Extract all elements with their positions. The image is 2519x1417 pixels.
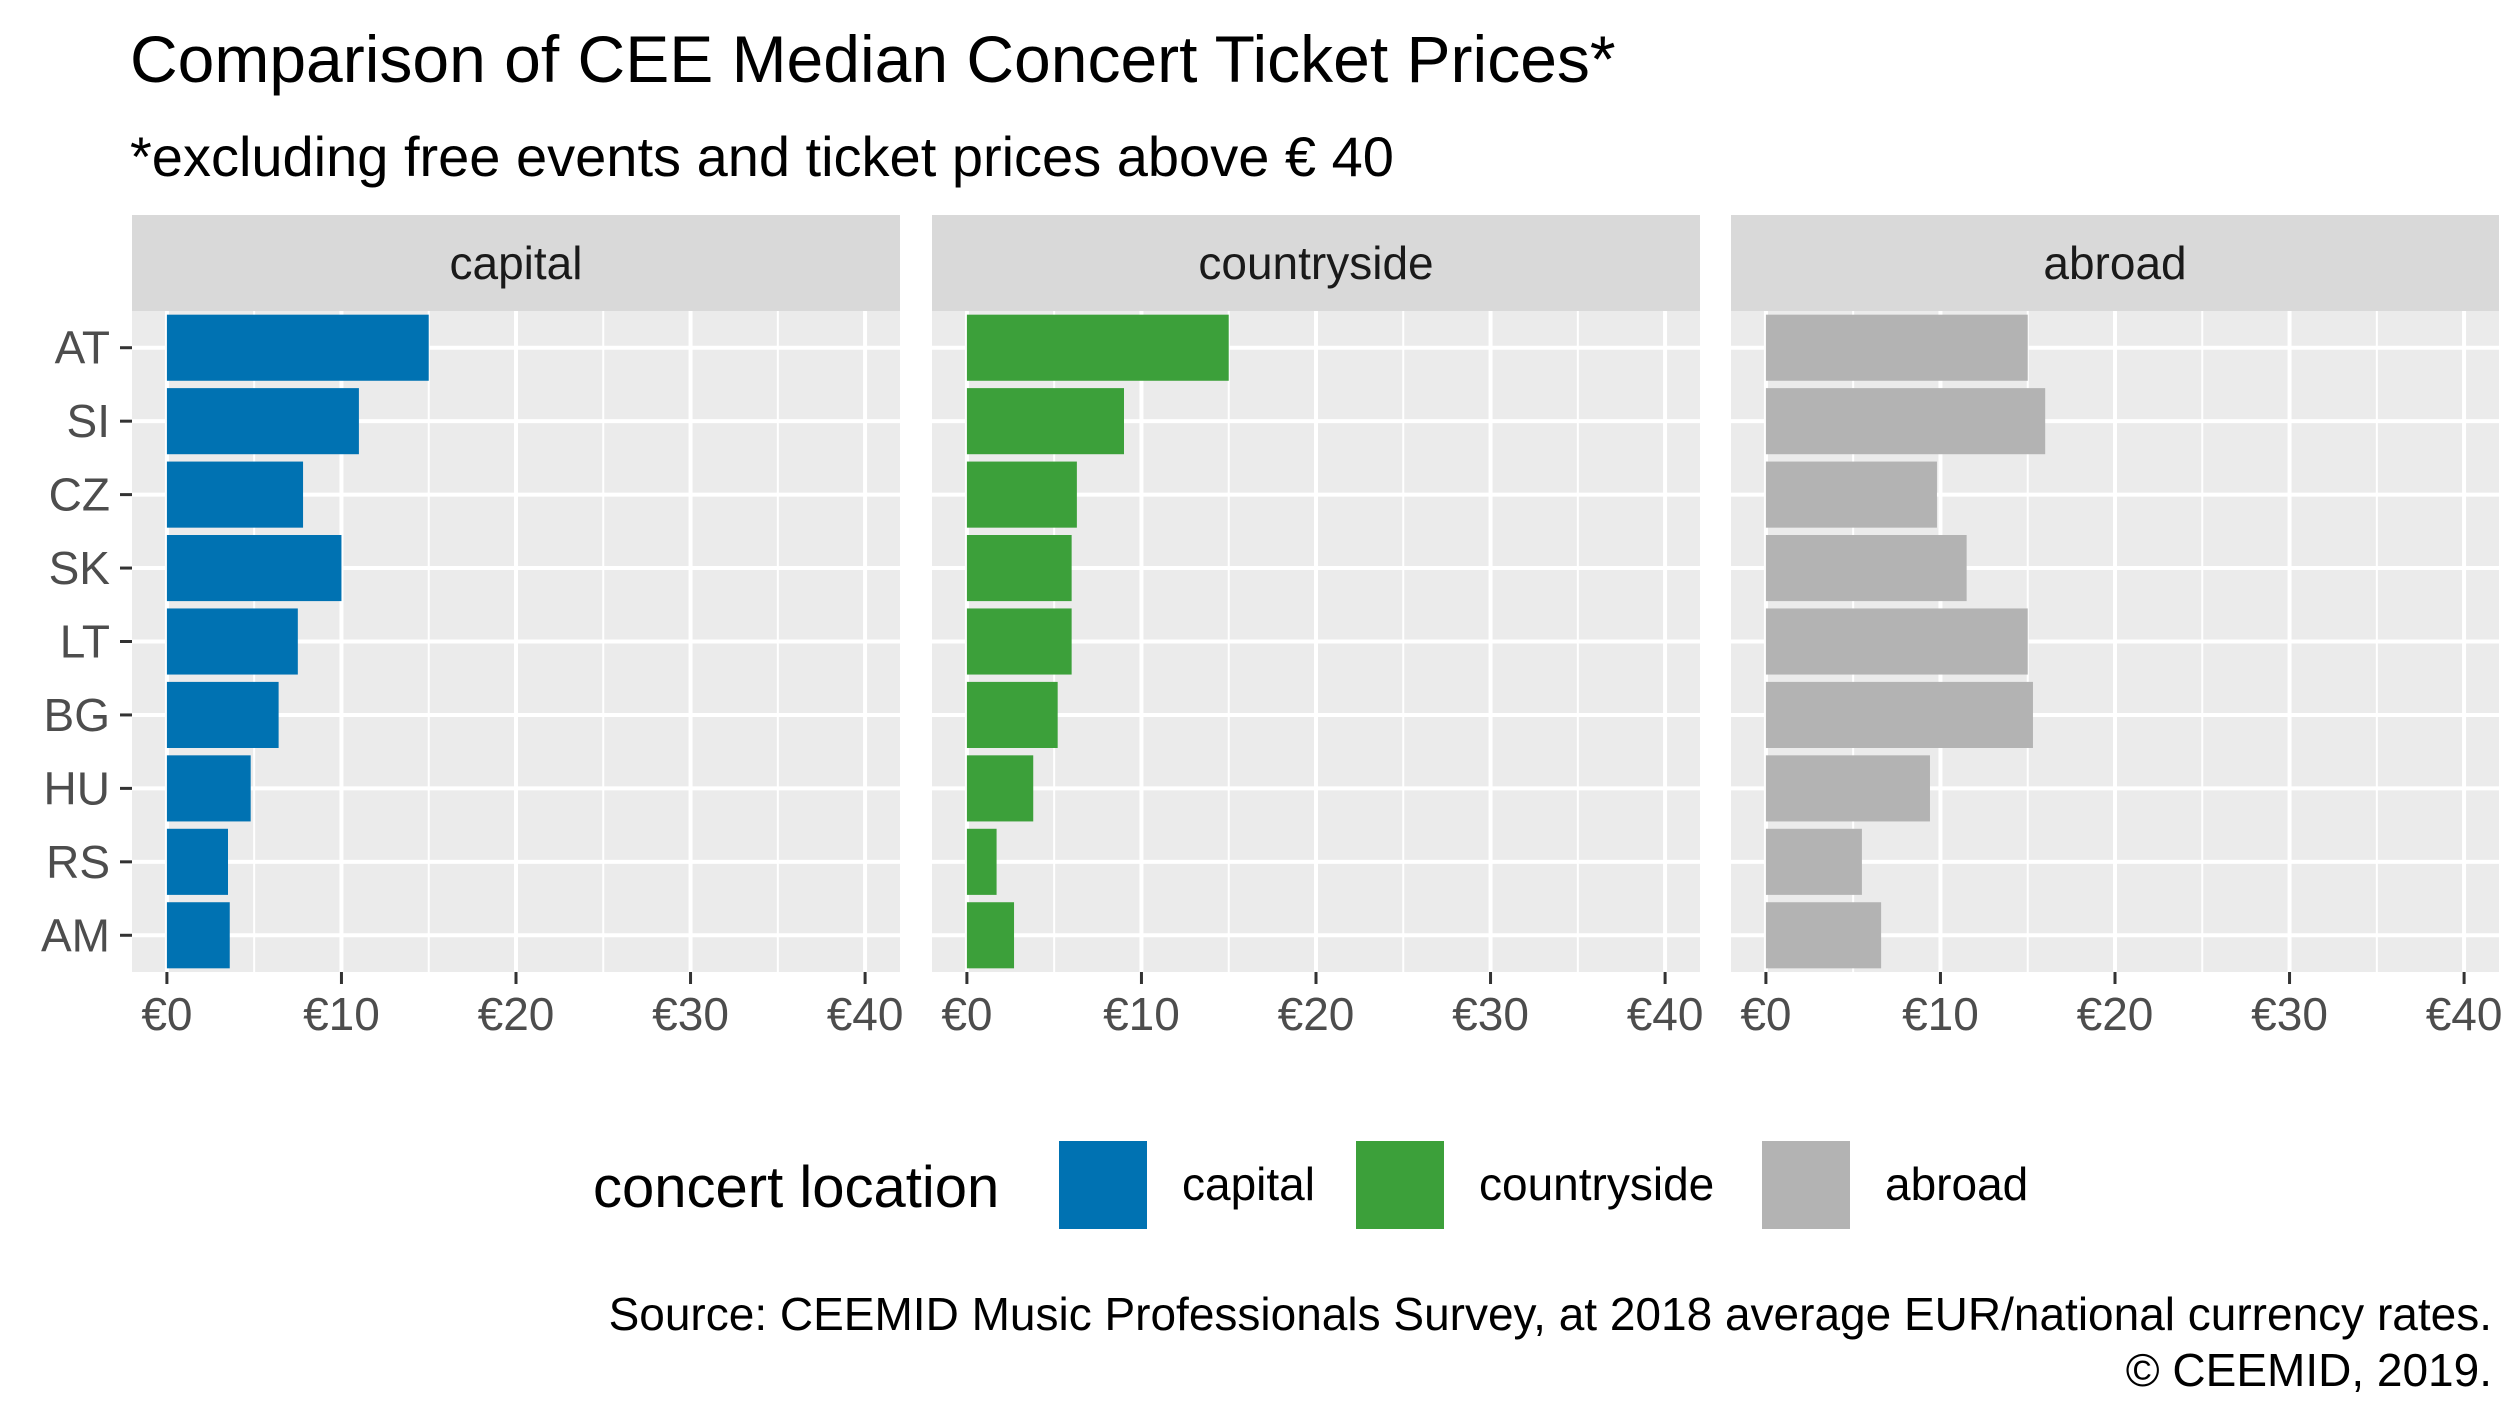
chart-title: Comparison of CEE Median Concert Ticket … [130,22,1616,96]
strip-capital [132,215,900,311]
y-tick-label-AM: AM [41,909,110,961]
legend-label-capital: capital [1182,1158,1315,1210]
x-tick-label: €10 [1902,988,1979,1040]
bar-countryside-BG [966,681,1058,748]
bar-countryside-SI [966,388,1124,455]
chart-subtitle: *excluding free events and ticket prices… [130,125,1394,188]
x-tick-label: €40 [827,988,904,1040]
x-tick-label: €20 [478,988,555,1040]
bar-capital-SK [166,535,342,602]
caption-line-1: Source: CEEMID Music Professionals Surve… [609,1288,2492,1340]
y-tick-label-RS: RS [46,836,110,888]
legend: concert location capital countryside abroad [593,1139,2028,1231]
x-tick-label: €30 [2251,988,2328,1040]
x-tick-label: €20 [2077,988,2154,1040]
x-tick-label: €0 [941,988,992,1040]
strip-label-abroad: abroad [2043,237,2186,289]
bar-abroad-LT [1765,608,2028,675]
strip-abroad [1731,215,2499,311]
legend-key-abroad [1760,1139,1852,1231]
x-tick-label: €20 [1278,988,1355,1040]
x-tick-label: €0 [1740,988,1791,1040]
bar-capital-SI [166,388,359,455]
facet-panels: capital€0 €10 €20 €30 €40ATSICZSKLTBGHURSAMc… [41,215,2502,1040]
bar-abroad-AT [1765,314,2028,381]
bar-capital-RS [166,828,228,895]
strip-countryside [932,215,1700,311]
x-tick-label: €30 [652,988,729,1040]
bar-abroad-RS [1765,828,1862,895]
y-tick-label-CZ: CZ [49,469,110,521]
bar-abroad-BG [1765,681,2033,748]
bar-countryside-SK [966,535,1072,602]
y-tick-label-SI: SI [67,395,110,447]
x-tick-label: €10 [303,988,380,1040]
bar-countryside-CZ [966,461,1077,528]
bar-abroad-AM [1765,902,1882,969]
bar-abroad-SI [1765,388,2046,455]
bar-capital-AM [166,902,230,969]
bar-capital-BG [166,681,279,748]
bar-abroad-SK [1765,535,1967,602]
x-tick-label: €30 [1452,988,1529,1040]
y-tick-label-SK: SK [49,542,111,594]
x-tick-label: €10 [1103,988,1180,1040]
x-tick-label: €0 [141,988,192,1040]
facet-capital: capital €0 €10 €20 €30 €40 AT SI CZ SK LT BG HU RS AM [41,215,903,1040]
y-tick-label-HU: HU [44,762,110,814]
bar-countryside-LT [966,608,1072,675]
x-tick-label: €40 [1627,988,1704,1040]
x-tick-label: €40 [2426,988,2503,1040]
legend-key-countryside [1354,1139,1446,1231]
bar-abroad-CZ [1765,461,1937,528]
facet-countryside: countryside €0 €10 €20 €30 €40 [932,215,1703,1040]
bar-countryside-AT [966,314,1229,381]
bar-abroad-HU [1765,755,1930,822]
bar-countryside-AM [966,902,1015,969]
bar-capital-HU [166,755,251,822]
strip-label-countryside: countryside [1198,237,1433,289]
bar-countryside-RS [966,828,997,895]
facet-abroad: abroad €0 €10 €20 €30 €40 [1731,215,2502,1040]
legend-label-abroad: abroad [1885,1158,2028,1210]
bar-capital-LT [166,608,298,675]
legend-title: concert location [593,1155,999,1220]
bar-capital-AT [166,314,429,381]
strip-label-capital: capital [450,237,583,289]
legend-key-capital [1057,1139,1149,1231]
y-tick-label-BG: BG [44,689,110,741]
y-tick-label-AT: AT [55,322,110,374]
bar-countryside-HU [966,755,1034,822]
bar-capital-CZ [166,461,304,528]
y-tick-label-LT: LT [60,616,110,668]
legend-label-countryside: countryside [1479,1158,1714,1210]
caption-line-2: © CEEMID, 2019. [2126,1344,2492,1396]
